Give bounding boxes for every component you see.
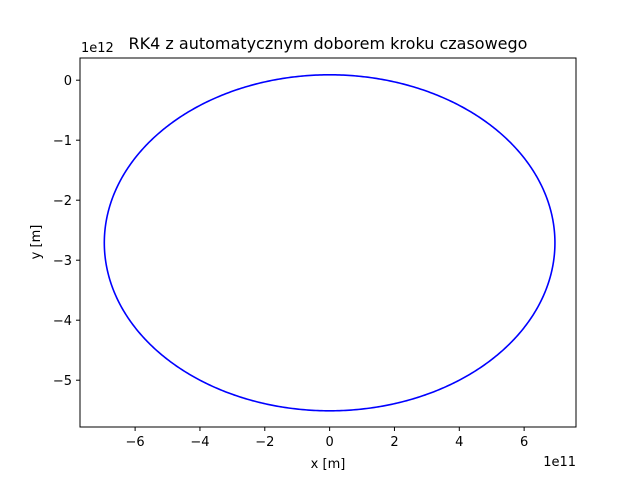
x-tick-label: −2 (255, 435, 274, 450)
plot-frame (79, 57, 577, 428)
x-tick-label: 4 (455, 435, 463, 450)
y-tick-label: −1 (53, 134, 72, 149)
x-tick-label: −6 (126, 435, 145, 450)
x-axis-offset-label: 1e11 (543, 455, 576, 470)
y-tick-label: −3 (53, 254, 72, 269)
y-axis-label: y [m] (29, 225, 44, 260)
x-tick-label: 2 (390, 435, 398, 450)
y-axis-offset-label: 1e12 (81, 41, 114, 56)
x-axis-label: x [m] (311, 457, 346, 472)
chart-marks (103, 73, 556, 412)
x-tick-label: 0 (325, 435, 333, 450)
chart-title: RK4 z automatycznym doborem kroku czasow… (129, 34, 528, 53)
y-axis-ticks: 0 −1 −2 −3 −4 −5 (53, 74, 80, 389)
y-tick-label: −2 (53, 194, 72, 209)
y-tick-label: −4 (53, 314, 72, 329)
plot-area (80, 58, 576, 427)
x-axis-ticks: −6 −4 −2 0 2 4 6 (126, 427, 528, 450)
y-tick-label: −5 (53, 374, 72, 389)
x-tick-label: 6 (520, 435, 528, 450)
y-tick-label: 0 (64, 74, 72, 89)
orbit-series-line (103, 73, 556, 412)
x-tick-label: −4 (190, 435, 209, 450)
